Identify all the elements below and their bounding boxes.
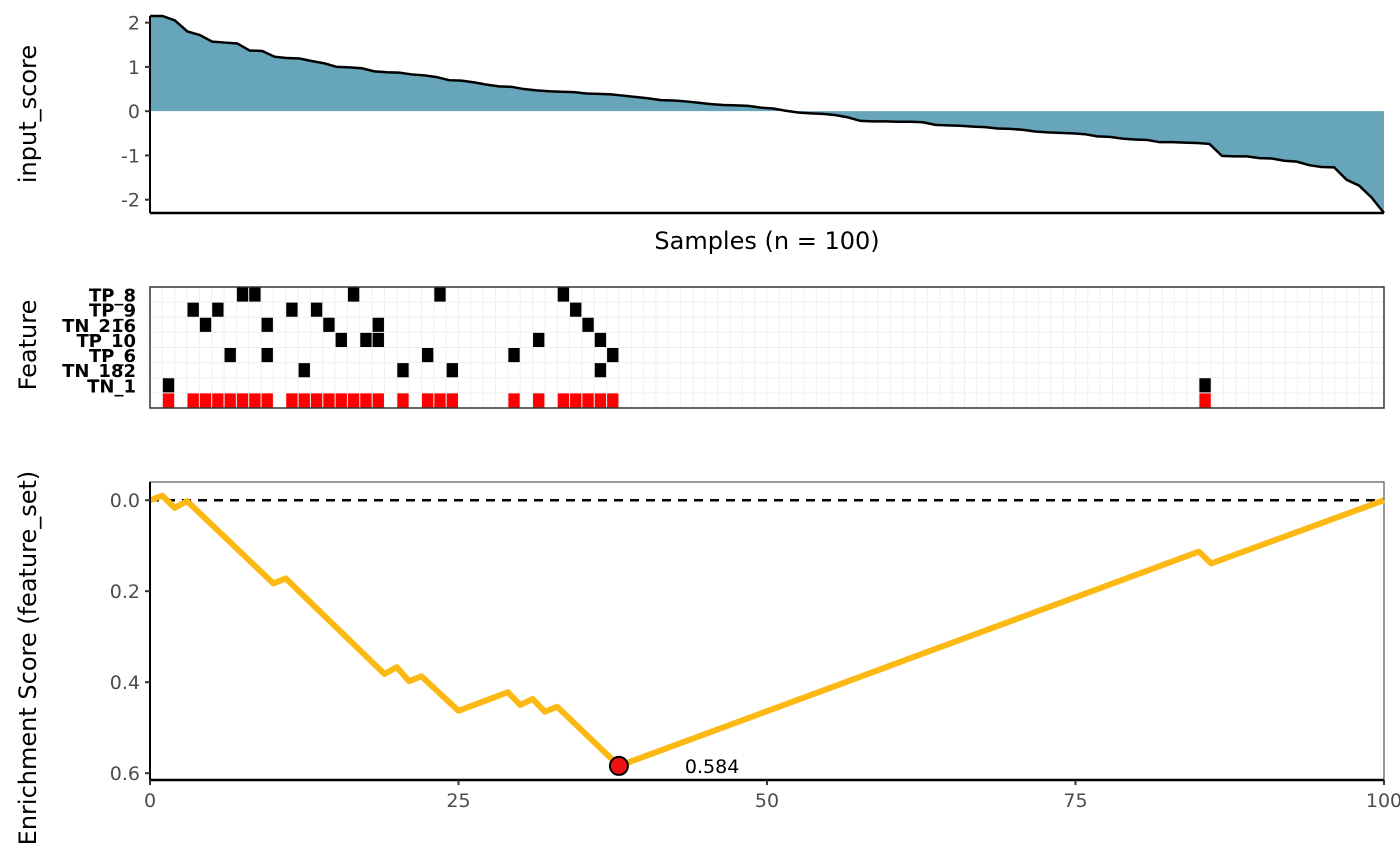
feature-set-tile xyxy=(434,393,446,408)
row-label: TP_10 xyxy=(76,331,136,352)
feature-set-tile xyxy=(372,393,384,408)
feature-set-tile xyxy=(298,393,310,408)
hit-tile xyxy=(594,332,607,347)
hit-tile xyxy=(570,302,582,317)
hit-tile xyxy=(582,317,594,332)
hit-tile xyxy=(360,332,372,347)
hit-tile xyxy=(298,363,310,378)
top-ylabel: input_score xyxy=(14,45,42,183)
hit-tile xyxy=(286,302,298,317)
peak-point xyxy=(608,755,629,776)
tile-panel-border xyxy=(149,286,1385,409)
hit-tile xyxy=(533,332,545,347)
feature-set-tile xyxy=(594,393,607,408)
row-label: TN_1 xyxy=(87,376,136,397)
feature-set-tile xyxy=(162,393,175,408)
feature-set-tile xyxy=(236,393,249,408)
hit-tile xyxy=(508,348,520,363)
feature-set-tile xyxy=(397,393,409,408)
y-tick-label: 2 xyxy=(128,13,140,35)
hit-tile xyxy=(199,317,212,332)
hit-tile xyxy=(434,287,446,302)
row-label: TN_182 xyxy=(62,361,136,382)
feature-set-tile xyxy=(335,393,347,408)
input-score-panel: 2 1 0 -1 -2 xyxy=(121,13,1385,215)
hit-tile xyxy=(557,287,570,302)
y-tick-label: 0.4 xyxy=(110,672,140,694)
feature-set-tile xyxy=(557,393,570,408)
feature-set-tile xyxy=(224,393,236,408)
hit-tile xyxy=(323,317,335,332)
feature-set-tile xyxy=(261,393,273,408)
es-line xyxy=(148,492,1386,769)
feature-set-tile xyxy=(360,393,372,408)
hit-tile xyxy=(335,332,347,347)
feature-set-tile xyxy=(249,393,261,408)
hit-tile xyxy=(347,287,360,302)
hit-tile xyxy=(236,287,249,302)
y-tick-label: -1 xyxy=(121,145,140,167)
hit-tile xyxy=(212,302,224,317)
y-tick-label: 0.0 xyxy=(110,490,140,512)
hit-tile xyxy=(372,317,384,332)
feature-set-tile xyxy=(607,393,619,408)
top-xlabel: Samples (n = 100) xyxy=(654,227,879,255)
hit-tile xyxy=(1199,378,1211,393)
feature-set-tile xyxy=(323,393,335,408)
feature-set-tile xyxy=(421,393,434,408)
x-tick-label: 100 xyxy=(1366,790,1400,812)
y-tick-label: 0 xyxy=(128,101,140,123)
hit-tile xyxy=(372,332,384,347)
feature-set-tile xyxy=(347,393,360,408)
row-label: TP_6 xyxy=(89,346,136,367)
feature-set-tile xyxy=(310,393,323,408)
x-tick-label: 50 xyxy=(755,790,779,812)
hit-tile xyxy=(249,287,261,302)
enrichment-score-panel: 0.584 0.0 0.2 0.4 0.60 25 50 75 100 xyxy=(110,481,1400,812)
y-tick-label: 1 xyxy=(128,57,140,79)
score-area xyxy=(150,16,1384,213)
score-line xyxy=(150,14,1385,214)
hit-tile xyxy=(224,348,236,363)
x-tick-label: 0 xyxy=(144,790,156,812)
hit-tile xyxy=(162,378,175,393)
row-label: TP_9 xyxy=(89,301,136,322)
tile-ylabel: Feature xyxy=(14,300,42,391)
row-label: TP_8 xyxy=(89,286,136,307)
y-tick-label: -2 xyxy=(121,190,140,212)
feature-set-tile xyxy=(1199,393,1211,408)
es-ylabel: Enrichment Score (feature_set) xyxy=(14,471,42,846)
feature-set-tile xyxy=(570,393,582,408)
hit-tile xyxy=(261,317,273,332)
feature-set-tile xyxy=(286,393,298,408)
y-tick-label: 0.2 xyxy=(110,581,140,603)
hit-tile xyxy=(310,302,323,317)
x-tick-label: 75 xyxy=(1063,790,1087,812)
hit-tile xyxy=(594,363,607,378)
feature-set-tile xyxy=(533,393,545,408)
es-panel-border xyxy=(149,481,1385,781)
hit-tile xyxy=(261,348,273,363)
hit-tile xyxy=(446,363,458,378)
hit-tile xyxy=(397,363,409,378)
feature-set-tile xyxy=(446,393,458,408)
row-label: TN_216 xyxy=(62,316,136,337)
peak-label: 0.584 xyxy=(685,756,739,778)
feature-set-tile xyxy=(187,393,199,408)
feature-set-tile xyxy=(212,393,224,408)
hit-tile xyxy=(187,302,199,317)
hit-tile xyxy=(607,348,619,363)
hit-tile xyxy=(421,348,434,363)
feature-set-tile xyxy=(199,393,212,408)
y-tick-label: 0.6 xyxy=(110,763,140,785)
x-tick-label: 25 xyxy=(446,790,470,812)
feature-set-tile xyxy=(582,393,594,408)
feature-set-tile xyxy=(508,393,520,408)
